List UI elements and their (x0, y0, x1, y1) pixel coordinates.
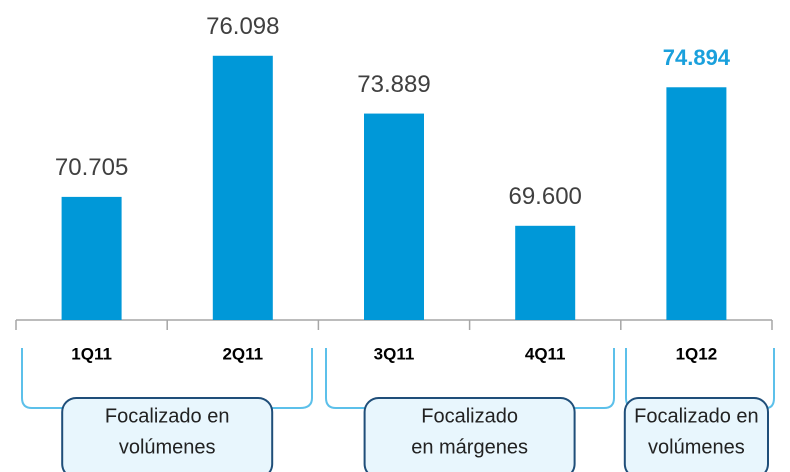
bar (515, 225, 576, 320)
value-label: 70.705 (55, 154, 128, 181)
group-label: Focalizado (421, 405, 518, 427)
bar (666, 87, 727, 320)
group-label: Focalizado en (634, 405, 759, 427)
group-label: en márgenes (411, 436, 528, 458)
value-label: 73.889 (357, 71, 430, 98)
value-label: 74.894 (663, 45, 731, 70)
group-callout (61, 397, 274, 472)
x-tick-label: 3Q11 (374, 344, 415, 363)
group-label: volúmenes (119, 436, 216, 458)
value-label: 76.098 (206, 13, 279, 40)
group-label: volúmenes (648, 436, 745, 458)
bar (212, 55, 273, 320)
x-tick-label: 1Q12 (676, 344, 718, 363)
bar (61, 196, 122, 320)
group-label: Focalizado en (105, 405, 230, 427)
x-tick-label: 1Q11 (71, 344, 112, 363)
value-label: 69.600 (508, 183, 581, 210)
x-tick-label: 2Q11 (222, 344, 263, 363)
group-callout (623, 397, 769, 472)
bar (364, 113, 424, 320)
x-tick-label: 4Q11 (525, 344, 566, 363)
group-callout (363, 397, 576, 472)
